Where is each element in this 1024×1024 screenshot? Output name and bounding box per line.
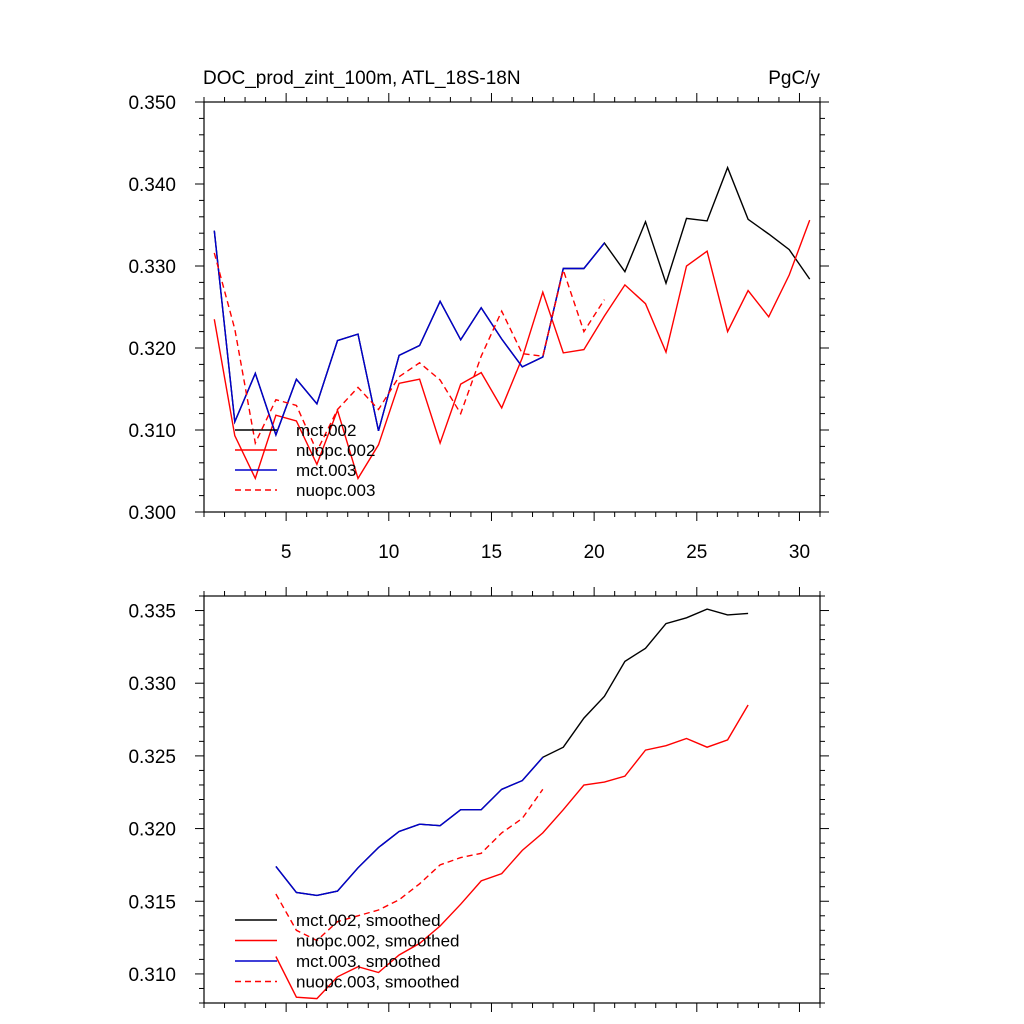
legend-label: nuopc.002, smoothed xyxy=(296,932,460,951)
series-line-nuopc-003 xyxy=(213,252,605,453)
bottom-panel: 0.310 0.315 0.320 0.325 0.330 0.335 mct.002, s… xyxy=(128,587,829,1012)
chart-title: DOC_prod_zint_100m, ATL_18S-18N xyxy=(203,68,521,89)
x-tick-label: 10 xyxy=(378,542,399,563)
legend-label: mct.003, smoothed xyxy=(296,952,441,971)
legend-label: nuopc.002 xyxy=(296,441,375,460)
x-tick-label: 25 xyxy=(686,542,707,563)
y-tick-label: 0.330 xyxy=(128,257,176,278)
y-tick-label: 0.300 xyxy=(128,503,176,524)
y-tick-label: 0.330 xyxy=(128,674,176,695)
legend-label: mct.002, smoothed xyxy=(296,911,441,930)
series-line-mct-003-smoothed xyxy=(275,756,544,897)
series-line-nuopc-002-smoothed xyxy=(275,704,749,1000)
series-line-mct-003 xyxy=(213,230,605,438)
series-line-nuopc-002 xyxy=(213,219,811,481)
x-tick-label: 15 xyxy=(481,542,502,563)
legend-label: nuopc.003, smoothed xyxy=(296,973,460,992)
y-tick-label: 0.340 xyxy=(128,175,176,196)
y-tick-label: 0.320 xyxy=(128,820,176,841)
series-line-nuopc-003-smoothed xyxy=(275,788,544,942)
y-tick-label: 0.325 xyxy=(128,747,176,768)
y-tick-label: 0.310 xyxy=(128,421,176,442)
legend-label: nuopc.003 xyxy=(296,481,375,500)
legend-label: mct.003 xyxy=(296,461,356,480)
y-tick-label: 0.320 xyxy=(128,339,176,360)
x-tick-label: 5 xyxy=(281,542,292,563)
legend-label: mct.002 xyxy=(296,421,356,440)
chart-units: PgC/y xyxy=(768,68,820,89)
y-tick-label: 0.310 xyxy=(128,965,176,986)
x-tick-label: 30 xyxy=(789,542,810,563)
x-tick-label: 20 xyxy=(584,542,605,563)
y-tick-label: 0.335 xyxy=(128,602,176,623)
y-tick-label: 0.315 xyxy=(128,892,176,913)
y-tick-label: 0.350 xyxy=(128,93,176,114)
top-panel: 5 10 15 20 25 30 0.300 0.310 0.320 0.330 0.340 0.35… xyxy=(128,93,829,563)
